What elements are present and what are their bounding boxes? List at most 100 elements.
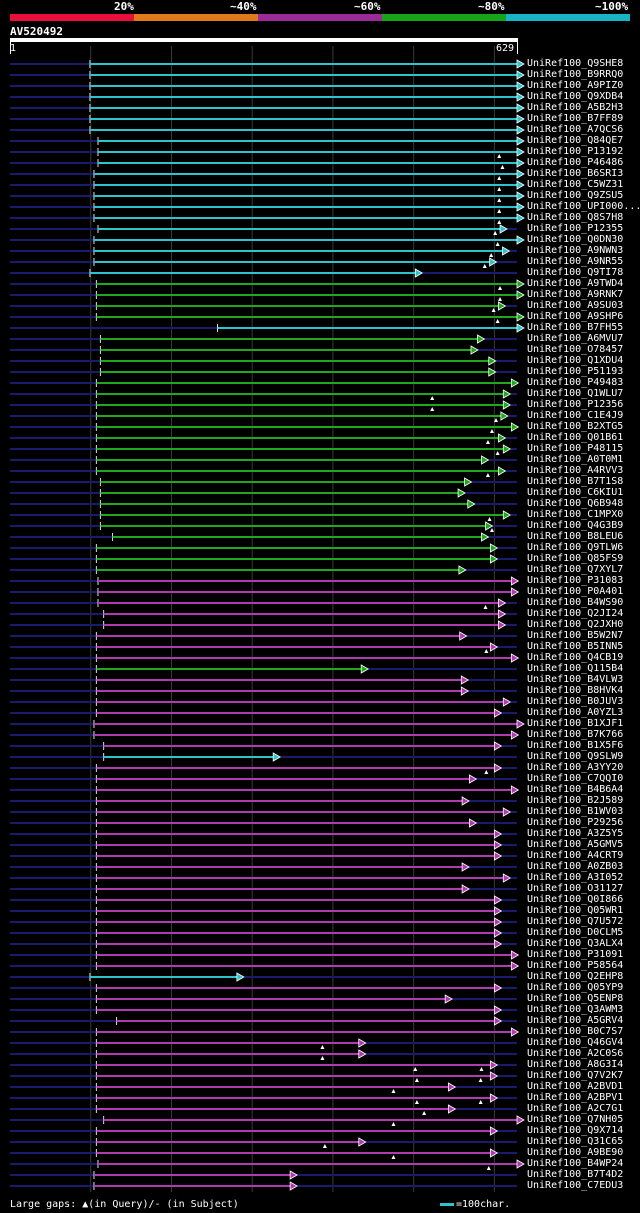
hit-label[interactable]: UniRef100_Q3AWM3 xyxy=(527,1004,623,1015)
hit-label[interactable]: UniRef100_P58564 xyxy=(527,960,623,971)
hit-label[interactable]: UniRef100_Q0DN30 xyxy=(527,234,623,245)
hit-label[interactable]: UniRef100_A9SHP6 xyxy=(527,311,623,322)
hit-label[interactable]: UniRef100_B7FF89 xyxy=(527,113,623,124)
hit-label[interactable]: UniRef100_Q05WR1 xyxy=(527,905,623,916)
hit-label[interactable]: UniRef100_A5GMV5 xyxy=(527,839,623,850)
hit-label[interactable]: UniRef100_Q9ZSU5 xyxy=(527,190,623,201)
hit-label[interactable]: UniRef100_C1MPX0 xyxy=(527,509,623,520)
hit-label[interactable]: UniRef100_B2XTG5 xyxy=(527,421,623,432)
hit-label[interactable]: UniRef100_Q5ENP8 xyxy=(527,993,623,1004)
hit-label[interactable]: UniRef100_A8G3I4 xyxy=(527,1059,623,1070)
hit-label[interactable]: UniRef100_Q9TLW6 xyxy=(527,542,623,553)
hit-label[interactable]: UniRef100_Q31C65 xyxy=(527,1136,623,1147)
hit-label[interactable]: UniRef100_C7EDU3 xyxy=(527,1180,623,1191)
hit-label[interactable]: UniRef100_B0C7S7 xyxy=(527,1026,623,1037)
hit-label[interactable]: UniRef100_Q9XDB4 xyxy=(527,91,623,102)
hit-label[interactable]: UniRef100_B4WS90 xyxy=(527,597,623,608)
hit-label[interactable]: UniRef100_Q85FS9 xyxy=(527,553,623,564)
hit-label[interactable]: UniRef100_Q7U572 xyxy=(527,916,623,927)
hit-label[interactable]: UniRef100_Q8S7H8 xyxy=(527,212,623,223)
hit-label[interactable]: UniRef100_Q1WLU7 xyxy=(527,388,623,399)
hit-label[interactable]: UniRef100_P13192 xyxy=(527,146,623,157)
hit-label[interactable]: UniRef100_P51193 xyxy=(527,366,623,377)
hit-label[interactable]: UniRef100_B7FH55 xyxy=(527,322,623,333)
hit-label[interactable]: UniRef100_B5W2N7 xyxy=(527,630,623,641)
hit-label[interactable]: UniRef100_A4CRT9 xyxy=(527,850,623,861)
hit-label[interactable]: UniRef100_P12356 xyxy=(527,399,623,410)
hit-label[interactable]: UniRef100_Q46GV4 xyxy=(527,1037,623,1048)
hit-label[interactable]: UniRef100_Q4CB19 xyxy=(527,652,623,663)
hit-label[interactable]: UniRef100_A2C7G1 xyxy=(527,1103,623,1114)
hit-label[interactable]: UniRef100_B1X5F6 xyxy=(527,740,623,751)
hit-label[interactable]: UniRef100_Q0I866 xyxy=(527,894,623,905)
hit-label[interactable]: UniRef100_P31091 xyxy=(527,949,623,960)
hit-label[interactable]: UniRef100_A0ZB03 xyxy=(527,861,623,872)
hit-label[interactable]: UniRef100_A9TWD4 xyxy=(527,278,623,289)
hit-label[interactable]: UniRef100_B7T4D2 xyxy=(527,1169,623,1180)
hit-label[interactable]: UniRef100_A4RVV3 xyxy=(527,465,623,476)
hit-label[interactable]: UniRef100_A9NR55 xyxy=(527,256,623,267)
hit-label[interactable]: UniRef100_A3YY20 xyxy=(527,762,623,773)
hit-label[interactable]: UniRef100_B4B6A4 xyxy=(527,784,623,795)
hit-label[interactable]: UniRef100_Q9TI78 xyxy=(527,267,623,278)
hit-label[interactable]: UniRef100_A9NWN3 xyxy=(527,245,623,256)
hit-label[interactable]: UniRef100_Q7NH05 xyxy=(527,1114,623,1125)
hit-label[interactable]: UniRef100_A6MVU7 xyxy=(527,333,623,344)
hit-label[interactable]: UniRef100_A9SU03 xyxy=(527,300,623,311)
hit-label[interactable]: UniRef100_O78457 xyxy=(527,344,623,355)
hit-label[interactable]: UniRef100_Q9SHE8 xyxy=(527,58,623,69)
hit-label[interactable]: UniRef100_P12355 xyxy=(527,223,623,234)
hit-label[interactable]: UniRef100_B5INN5 xyxy=(527,641,623,652)
hit-label[interactable]: UniRef100_Q115B4 xyxy=(527,663,623,674)
hit-label[interactable]: UniRef100_A0YZL3 xyxy=(527,707,623,718)
hit-label[interactable]: UniRef100_O31127 xyxy=(527,883,623,894)
hit-label[interactable]: UniRef100_P46486 xyxy=(527,157,623,168)
hit-label[interactable]: UniRef100_B1WV03 xyxy=(527,806,623,817)
hit-label[interactable]: UniRef100_Q3ALX4 xyxy=(527,938,623,949)
hit-label[interactable]: UniRef100_B4VLW3 xyxy=(527,674,623,685)
hit-label[interactable]: UniRef100_Q2EHP8 xyxy=(527,971,623,982)
hit-label[interactable]: UniRef100_B0JUV3 xyxy=(527,696,623,707)
hit-label[interactable]: UniRef100_B4WP24 xyxy=(527,1158,623,1169)
hit-label[interactable]: UniRef100_A5B2H3 xyxy=(527,102,623,113)
hit-label[interactable]: UniRef100_B1XJF1 xyxy=(527,718,623,729)
hit-label[interactable]: UniRef100_P48115 xyxy=(527,443,623,454)
hit-label[interactable]: UniRef100_D0CLM5 xyxy=(527,927,623,938)
hit-label[interactable]: UniRef100_A2BPV1 xyxy=(527,1092,623,1103)
hit-label[interactable]: UniRef100_Q2JI24 xyxy=(527,608,623,619)
hit-label[interactable]: UniRef100_Q7V2K7 xyxy=(527,1070,623,1081)
hit-label[interactable]: UniRef100_Q9SLW9 xyxy=(527,751,623,762)
hit-label[interactable]: UniRef100_B8HVK4 xyxy=(527,685,623,696)
hit-label[interactable]: UniRef100_A5GRV4 xyxy=(527,1015,623,1026)
hit-label[interactable]: UniRef100_A3I052 xyxy=(527,872,623,883)
hit-label[interactable]: UniRef100_C5WZ31 xyxy=(527,179,623,190)
hit-label[interactable]: UniRef100_Q84QE7 xyxy=(527,135,623,146)
hit-label[interactable]: UniRef100_B6SRI3 xyxy=(527,168,623,179)
hit-label[interactable]: UniRef100_A9RNK7 xyxy=(527,289,623,300)
hit-label[interactable]: UniRef100_Q01B61 xyxy=(527,432,623,443)
hit-label[interactable]: UniRef100_UPI000... xyxy=(527,201,640,212)
hit-label[interactable]: UniRef100_Q4G3B9 xyxy=(527,520,623,531)
hit-label[interactable]: UniRef100_P49483 xyxy=(527,377,623,388)
hit-label[interactable]: UniRef100_B7K766 xyxy=(527,729,623,740)
hit-label[interactable]: UniRef100_A9PIZ0 xyxy=(527,80,623,91)
hit-label[interactable]: UniRef100_Q6B948 xyxy=(527,498,623,509)
hit-label[interactable]: UniRef100_A7QCS6 xyxy=(527,124,623,135)
hit-label[interactable]: UniRef100_Q7XYL7 xyxy=(527,564,623,575)
hit-label[interactable]: UniRef100_A2C0S6 xyxy=(527,1048,623,1059)
hit-label[interactable]: UniRef100_A9BE90 xyxy=(527,1147,623,1158)
hit-label[interactable]: UniRef100_A0T0M1 xyxy=(527,454,623,465)
hit-label[interactable]: UniRef100_C6KIU1 xyxy=(527,487,623,498)
hit-label[interactable]: UniRef100_B9RRQ0 xyxy=(527,69,623,80)
hit-label[interactable]: UniRef100_Q1XDU4 xyxy=(527,355,623,366)
hit-label[interactable]: UniRef100_Q9X714 xyxy=(527,1125,623,1136)
hit-label[interactable]: UniRef100_A3Z5Y5 xyxy=(527,828,623,839)
hit-label[interactable]: UniRef100_P31083 xyxy=(527,575,623,586)
hit-label[interactable]: UniRef100_A2BVD1 xyxy=(527,1081,623,1092)
hit-label[interactable]: UniRef100_B7T1S8 xyxy=(527,476,623,487)
hit-label[interactable]: UniRef100_C7QQI0 xyxy=(527,773,623,784)
hit-label[interactable]: UniRef100_B8LEU6 xyxy=(527,531,623,542)
hit-label[interactable]: UniRef100_P29256 xyxy=(527,817,623,828)
hit-label[interactable]: UniRef100_P0A401 xyxy=(527,586,623,597)
hit-label[interactable]: UniRef100_Q05YP9 xyxy=(527,982,623,993)
